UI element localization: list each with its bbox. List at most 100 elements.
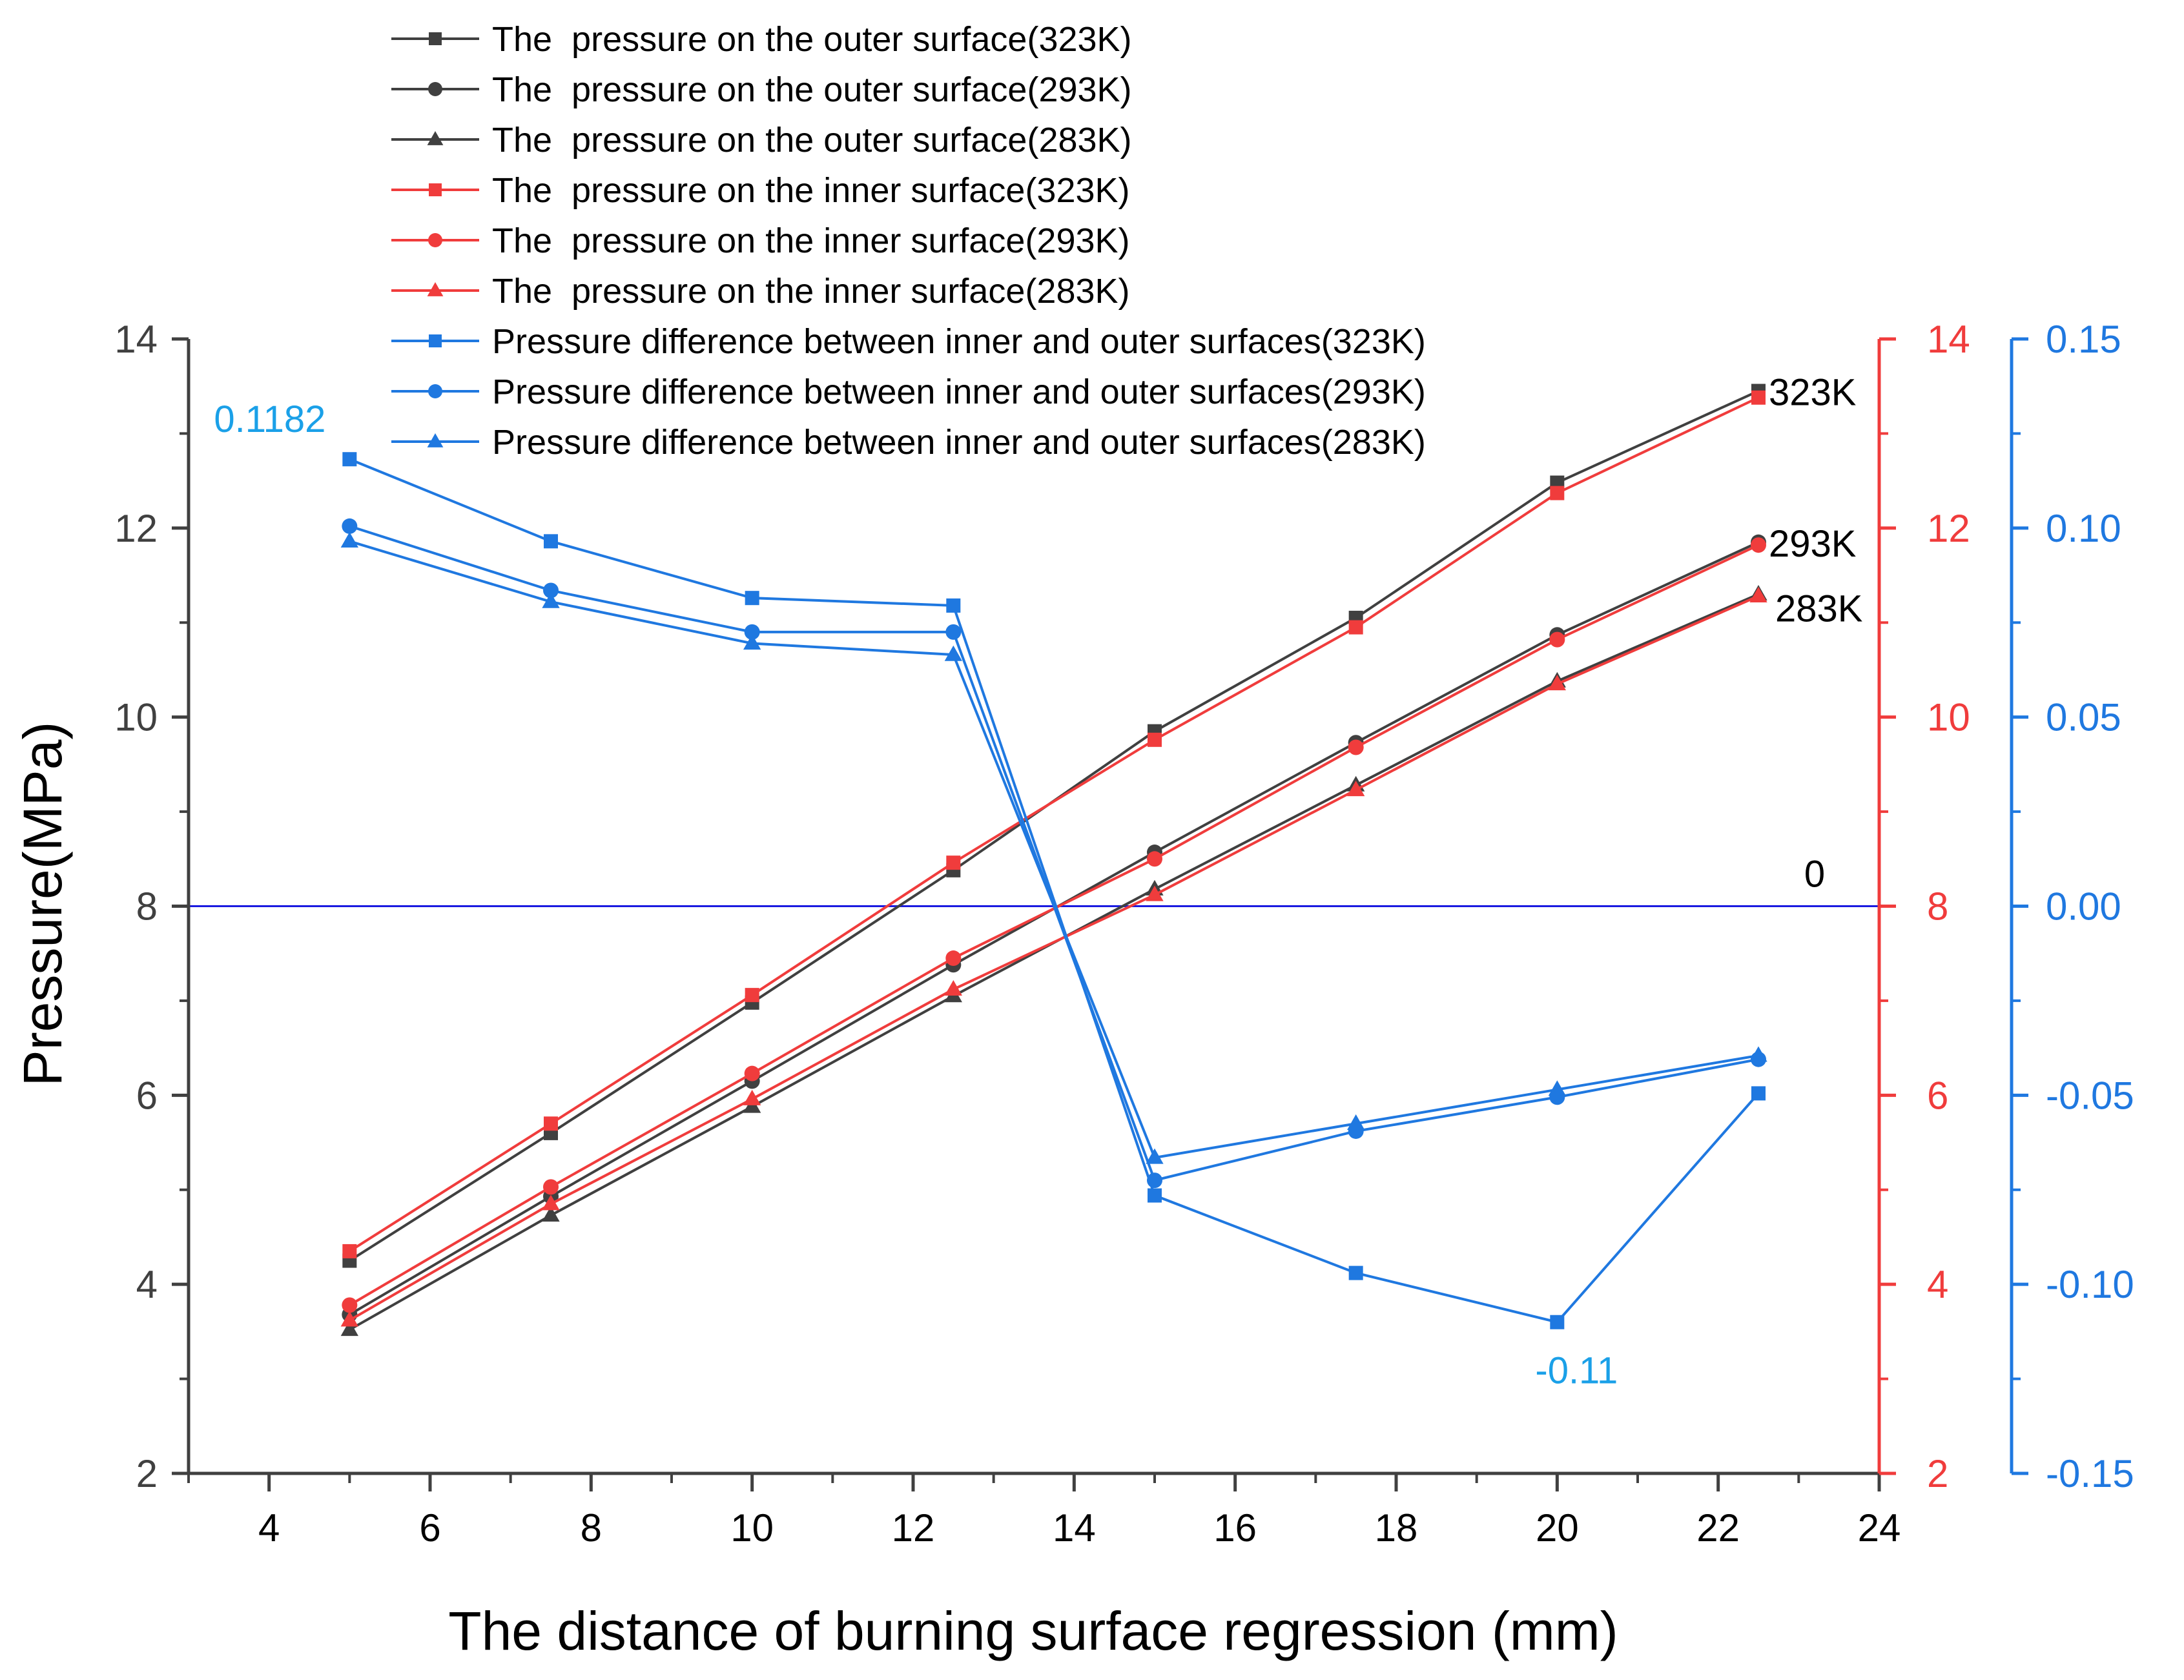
bottom-tick-label: 14: [1053, 1506, 1096, 1550]
data-point-triangle: [542, 1194, 560, 1211]
data-point-square: [342, 452, 357, 467]
red-tick-label: 2: [1927, 1452, 1948, 1495]
data-point-circle: [543, 1179, 559, 1195]
bottom-tick-label: 22: [1696, 1506, 1740, 1550]
data-point-square: [1348, 1265, 1363, 1280]
data-point-triangle: [542, 1205, 560, 1222]
legend-item: Pressure difference between inner and ou…: [391, 373, 1426, 411]
data-point-triangle: [1146, 885, 1164, 901]
label-293K: 293K: [1769, 523, 1857, 565]
legend-label: The pressure on the inner surface(323K): [492, 171, 1130, 210]
legend-item: Pressure difference between inner and ou…: [391, 423, 1426, 462]
data-point-triangle: [340, 1311, 358, 1327]
legend-label: The pressure on the inner surface(293K): [492, 221, 1130, 260]
data-point-square: [342, 1244, 357, 1258]
left-tick-label: 6: [136, 1074, 158, 1117]
blue-tick-label: 0.05: [2046, 696, 2121, 739]
data-point-triangle: [1749, 586, 1767, 602]
data-point-square: [745, 988, 759, 1003]
legend-item: The pressure on the outer surface(323K): [391, 20, 1132, 59]
series-line: [349, 540, 1759, 1160]
red-tick-label: 10: [1927, 696, 1970, 739]
left-tick-label: 2: [136, 1452, 158, 1495]
legend-item: The pressure on the inner surface(323K): [391, 171, 1130, 210]
series-inner-square: [342, 390, 1766, 1258]
data-point-square: [745, 591, 759, 606]
data-point-triangle: [1347, 1114, 1365, 1130]
data-point-triangle: [944, 980, 962, 996]
legend-marker-circle: [428, 233, 442, 247]
data-point-square: [544, 1116, 558, 1131]
left-tick-label: 4: [136, 1263, 158, 1306]
data-point-square: [1148, 1188, 1162, 1203]
bottom-tick-label: 20: [1536, 1506, 1579, 1550]
data-point-square: [1751, 1086, 1766, 1101]
bottom-tick-label: 24: [1858, 1506, 1901, 1550]
data-point-square: [1550, 486, 1565, 500]
series-line: [349, 595, 1759, 1322]
x-axis-title: The distance of burning surface regressi…: [448, 1601, 1618, 1661]
bottom-tick-label: 6: [419, 1506, 440, 1550]
series-layer: [340, 384, 1767, 1337]
legend-label: Pressure difference between inner and ou…: [492, 322, 1426, 361]
series-outer-square: [342, 384, 1766, 1268]
series-line: [349, 524, 1759, 1182]
series-line: [349, 396, 1759, 1253]
blue-tick-label: -0.15: [2046, 1452, 2134, 1495]
data-point-circle: [945, 624, 962, 640]
data-point-square: [1550, 1315, 1565, 1329]
legend-marker-triangle: [427, 282, 444, 296]
legend-label: Pressure difference between inner and ou…: [492, 423, 1426, 462]
legend-marker-circle: [428, 82, 442, 96]
data-point-square: [1751, 390, 1766, 405]
left-tick-label: 8: [136, 885, 158, 928]
annotations: 323K 293K 283K 0 0.1182 -0.11: [214, 372, 1862, 1392]
data-point-triangle: [1347, 781, 1365, 797]
data-point-circle: [744, 1065, 760, 1081]
series-line: [349, 458, 1760, 1324]
red-tick-label: 14: [1927, 318, 1970, 361]
data-point-circle: [1751, 537, 1766, 553]
label-max-difference: 0.1182: [214, 398, 325, 440]
bottom-tick-label: 4: [258, 1506, 280, 1550]
legend-marker-circle: [428, 384, 442, 398]
data-point-square: [544, 534, 558, 549]
blue-tick-label: 0.10: [2046, 507, 2121, 550]
legend-item: The pressure on the outer surface(293K): [391, 70, 1132, 109]
red-tick-label: 6: [1927, 1074, 1948, 1117]
data-point-circle: [1147, 1173, 1162, 1189]
blue-tick-label: 0.15: [2046, 318, 2121, 361]
legend-label: The pressure on the outer surface(323K): [492, 20, 1132, 59]
label-min-difference: -0.11: [1535, 1350, 1618, 1392]
data-point-square: [946, 598, 961, 613]
data-point-circle: [945, 950, 962, 967]
left-tick-label: 10: [114, 696, 158, 739]
data-point-square: [1348, 620, 1363, 635]
data-point-square: [946, 855, 961, 870]
data-point-triangle: [1749, 1046, 1767, 1062]
data-point-triangle: [542, 592, 560, 608]
data-point-triangle: [1548, 1080, 1566, 1096]
data-point-triangle: [743, 634, 761, 650]
data-point-circle: [342, 518, 358, 534]
series-inner-triangle: [340, 586, 1767, 1327]
data-point-triangle: [1146, 1148, 1164, 1164]
data-point-circle: [1348, 739, 1364, 755]
data-point-circle: [342, 1297, 358, 1313]
series-difference-triangle: [340, 532, 1767, 1164]
data-point-circle: [744, 624, 760, 640]
label-323K: 323K: [1769, 372, 1857, 414]
legend-marker-square: [429, 334, 442, 347]
blue-tick-label: 0.00: [2046, 885, 2121, 928]
bottom-tick-label: 12: [892, 1506, 935, 1550]
data-point-triangle: [1548, 675, 1566, 691]
data-point-circle: [1549, 631, 1565, 648]
left-tick-label: 12: [114, 507, 158, 550]
left-tick-label: 14: [114, 318, 158, 361]
legend-label: The pressure on the outer surface(293K): [492, 70, 1132, 109]
legend-marker-square: [429, 32, 442, 45]
bottom-tick-label: 16: [1213, 1506, 1257, 1550]
legend-label: The pressure on the inner surface(283K): [492, 272, 1130, 311]
